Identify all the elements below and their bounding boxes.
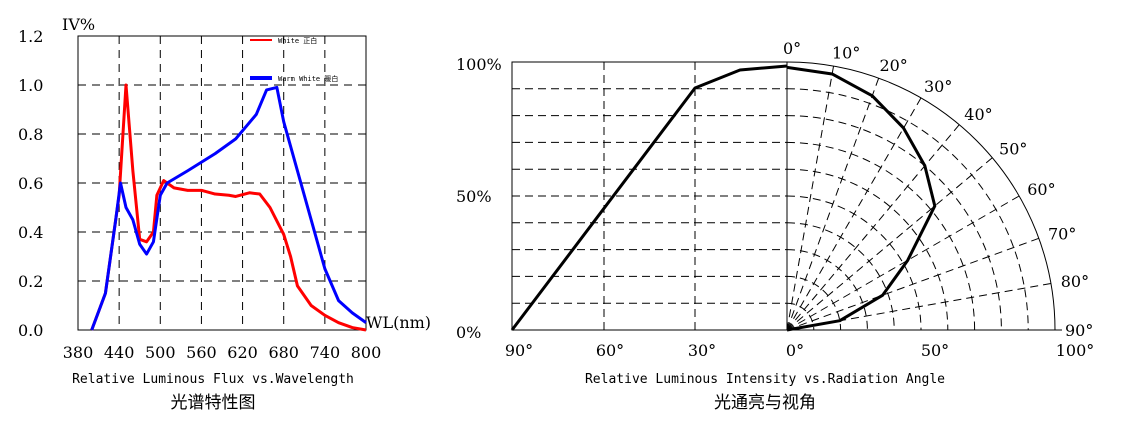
angle-label: 70°	[1048, 225, 1076, 244]
series-line	[90, 83, 367, 332]
x-tick-label: 50°	[921, 341, 949, 360]
polar-ring	[786, 195, 922, 331]
plot-frame	[77, 35, 367, 331]
polar-ring	[786, 115, 1002, 331]
angle-label: 0°	[783, 39, 801, 58]
chart-subtitle: 光通亮与视角	[714, 393, 816, 413]
polar-ring	[786, 249, 868, 331]
polar-spoke	[786, 65, 835, 331]
x-tick-label: 90°	[505, 341, 533, 360]
y-tick-label: 1.0	[18, 76, 43, 95]
y-tick-label: 0.6	[18, 174, 43, 193]
intensity-curve-polar	[786, 65, 937, 332]
angle-label: 40°	[964, 105, 992, 124]
y-tick-label: 0.2	[18, 272, 43, 291]
y-tick-label: 0.0	[18, 321, 43, 340]
angle-label: 60°	[1027, 180, 1055, 199]
polar-ring	[786, 141, 976, 331]
x-tick-label: 560	[186, 343, 217, 362]
angle-label: 20°	[879, 56, 907, 75]
x-tick-label: 500	[145, 343, 176, 362]
legend-label: Warm White 暖白	[278, 74, 338, 83]
series-line	[90, 85, 367, 331]
angle-label: 10°	[832, 43, 860, 62]
polar-ring	[786, 275, 842, 331]
polar-spoke	[786, 124, 960, 331]
chart-subtitle: 光谱特性图	[171, 393, 256, 413]
x-axis-label: WL(nm)	[366, 313, 431, 332]
x-tick-label: 800	[351, 343, 382, 362]
y-tick-label: 0%	[456, 323, 481, 342]
angle-label: 50°	[999, 140, 1027, 159]
intensity-curve-cartesian	[510, 64, 788, 331]
polar-ring	[786, 88, 1029, 331]
chart-title: Relative Luminous Intensity vs.Radiation…	[585, 372, 945, 387]
polar-outer-arc	[786, 61, 1056, 331]
chart-title: Relative Luminous Flux vs.Wavelength	[72, 372, 354, 387]
x-tick-label: 100°	[1056, 341, 1095, 360]
x-tick-label: 380	[63, 343, 94, 362]
x-tick-label: 60°	[596, 341, 624, 360]
y-tick-label: 0.8	[18, 125, 43, 144]
polar-spoke	[786, 195, 1020, 331]
angle-label: 80°	[1061, 272, 1089, 291]
y-tick-label: 100%	[456, 55, 502, 74]
angle-label: 90°	[1065, 321, 1093, 340]
angle-label: 30°	[924, 77, 952, 96]
polar-spoke	[786, 237, 1040, 331]
y-tick-label: 0.4	[18, 223, 43, 242]
y-tick-label: 1.2	[18, 27, 43, 46]
x-tick-label: 30°	[688, 341, 716, 360]
x-tick-label: 440	[104, 343, 135, 362]
legend-label: White 正白	[278, 36, 317, 45]
polar-spoke	[786, 157, 993, 331]
polar-spoke	[786, 97, 922, 331]
polar-ring	[786, 222, 895, 331]
x-tick-label: 620	[227, 343, 258, 362]
y-axis-label: IV%	[62, 15, 95, 34]
x-tick-label: 0°	[786, 341, 804, 360]
y-tick-label: 50%	[456, 187, 492, 206]
x-tick-label: 740	[310, 343, 341, 362]
x-tick-label: 680	[268, 343, 299, 362]
polar-spoke	[786, 77, 880, 331]
